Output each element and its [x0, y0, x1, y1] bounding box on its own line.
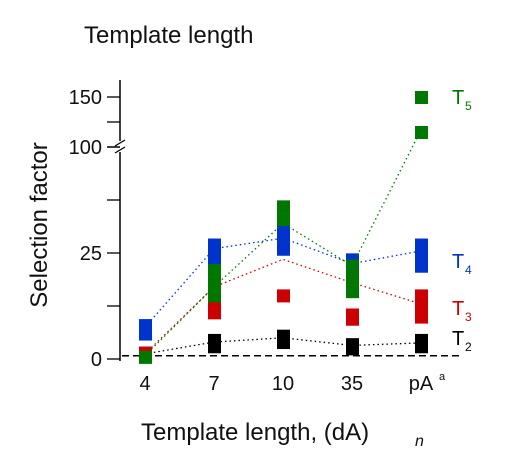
x-tick-superscript: a [439, 371, 446, 383]
data-point [277, 213, 290, 227]
data-point [346, 285, 359, 299]
chart-title: Template length [84, 22, 254, 49]
data-point [415, 238, 428, 252]
x-axis-label: Template length, (dA) [141, 419, 369, 446]
data-point [277, 225, 290, 239]
y-tick-label: 25 [80, 243, 102, 265]
series-label-subscript: 5 [465, 99, 472, 113]
data-point [277, 329, 290, 343]
x-tick-label: 4 [139, 373, 150, 395]
x-tick-label: 7 [208, 373, 219, 395]
series-label: T [452, 298, 464, 320]
data-point [208, 238, 221, 252]
data-point [415, 289, 428, 303]
data-point [277, 200, 290, 214]
series-trend-line [144, 258, 422, 355]
series-label-subscript: 4 [465, 263, 472, 277]
series-label-subscript: 2 [465, 340, 472, 354]
series-label: T [452, 328, 464, 350]
data-point [139, 319, 152, 333]
x-axis-label-subscript: n [415, 433, 424, 450]
axis-break-mark [114, 139, 126, 147]
data-point [415, 333, 428, 347]
data-point [346, 272, 359, 286]
data-point [208, 263, 221, 277]
x-tick-label: 10 [272, 373, 294, 395]
data-point [139, 350, 152, 364]
x-tick-label: pA [409, 373, 434, 395]
series-label: T [452, 251, 464, 273]
data-point [208, 289, 221, 303]
data-point [346, 308, 359, 322]
data-point [208, 276, 221, 290]
x-tick-label: 35 [341, 373, 363, 395]
data-point [346, 259, 359, 273]
y-axis-label: Selection factor [26, 142, 53, 307]
data-point [277, 289, 290, 303]
axis-break-mark [114, 146, 126, 154]
series-trend-line [144, 237, 422, 328]
series-label-subscript: 3 [465, 310, 472, 324]
y-tick-label: 0 [91, 349, 102, 371]
data-point [208, 333, 221, 347]
data-point [415, 126, 428, 139]
y-tick-label: 100 [69, 137, 102, 159]
series-label: T [452, 87, 464, 109]
data-point [346, 338, 359, 352]
y-tick-label: 150 [69, 87, 102, 109]
data-point [415, 91, 428, 104]
